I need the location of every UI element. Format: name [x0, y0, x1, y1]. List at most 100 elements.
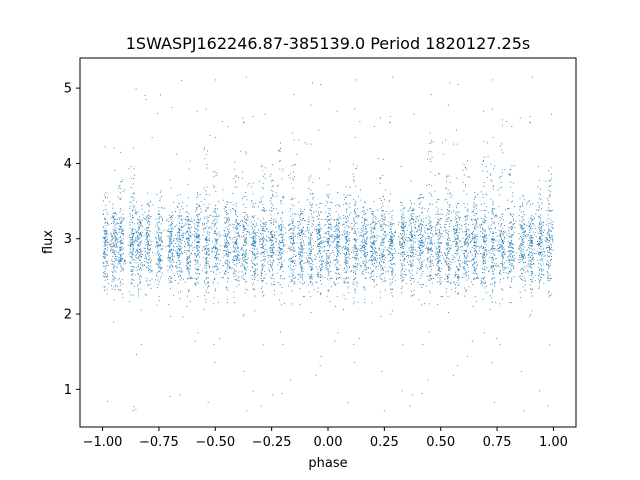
data-point: [408, 264, 410, 266]
data-point: [130, 270, 132, 272]
data-point: [251, 215, 253, 217]
data-point: [130, 166, 132, 167]
data-point: [226, 217, 228, 219]
data-point: [335, 211, 337, 213]
data-point: [411, 264, 413, 266]
data-point: [106, 273, 108, 275]
data-point: [216, 214, 217, 216]
data-point: [177, 253, 179, 255]
data-point: [277, 150, 279, 152]
data-point: [106, 241, 108, 243]
data-point: [371, 233, 373, 234]
data-point: [227, 235, 229, 237]
data-point: [223, 208, 225, 210]
data-point: [336, 238, 338, 240]
data-point: [227, 218, 229, 220]
data-point: [140, 268, 142, 269]
data-point: [206, 267, 207, 269]
data-point: [255, 258, 257, 259]
data-point: [380, 250, 382, 252]
data-point: [393, 257, 395, 258]
data-point: [247, 257, 249, 259]
data-point: [301, 268, 303, 270]
data-point: [260, 260, 262, 262]
data-point: [300, 255, 302, 257]
data-point: [411, 245, 412, 247]
data-point: [372, 248, 374, 250]
data-point: [415, 226, 417, 228]
data-point: [258, 253, 260, 254]
data-point: [279, 257, 281, 258]
data-point: [344, 249, 346, 250]
data-point: [160, 233, 162, 235]
data-point: [280, 267, 282, 268]
data-point: [270, 232, 271, 233]
data-point: [328, 231, 329, 233]
data-point: [188, 255, 190, 257]
data-point: [391, 274, 393, 276]
data-point: [215, 212, 217, 214]
data-point: [280, 201, 282, 203]
data-point: [301, 231, 303, 233]
data-point: [232, 262, 234, 263]
data-point: [374, 253, 376, 255]
data-point: [364, 266, 366, 268]
data-point: [196, 236, 198, 238]
data-point: [389, 266, 391, 268]
data-point: [203, 249, 205, 251]
data-point: [385, 257, 386, 259]
data-point: [197, 254, 199, 256]
data-point: [308, 242, 309, 244]
data-point: [339, 231, 340, 232]
data-point: [205, 254, 207, 255]
data-point: [391, 255, 393, 256]
data-point: [133, 285, 135, 287]
data-point: [197, 235, 199, 237]
data-point: [373, 227, 374, 229]
data-point: [401, 270, 403, 271]
data-point: [339, 223, 340, 225]
data-point: [328, 273, 329, 275]
data-point: [308, 221, 310, 222]
data-point: [170, 277, 171, 279]
data-point: [235, 255, 237, 257]
data-point: [229, 238, 231, 240]
data-point: [377, 265, 379, 267]
data-point: [133, 167, 135, 169]
data-point: [298, 228, 300, 230]
data-point: [180, 267, 182, 269]
data-point: [374, 243, 375, 245]
data-point: [203, 231, 205, 233]
data-point: [129, 251, 131, 253]
data-point: [197, 332, 199, 334]
data-point: [119, 249, 121, 251]
data-point: [146, 219, 148, 221]
data-point: [140, 252, 142, 254]
data-point: [148, 250, 150, 251]
data-point: [320, 203, 322, 204]
data-point: [294, 281, 296, 283]
data-point: [218, 216, 220, 218]
data-point: [176, 224, 178, 226]
data-point: [328, 255, 329, 257]
data-point: [382, 210, 383, 212]
data-point: [295, 256, 296, 257]
data-point: [226, 237, 227, 239]
data-point: [353, 344, 355, 345]
data-point: [283, 244, 285, 245]
data-point: [322, 263, 324, 265]
data-point: [203, 257, 204, 258]
data-point: [381, 229, 383, 231]
data-point: [293, 241, 295, 243]
data-point: [280, 257, 282, 259]
data-point: [270, 214, 272, 216]
data-point: [200, 208, 202, 210]
data-point: [219, 338, 220, 339]
data-point: [227, 289, 229, 291]
data-point: [129, 301, 130, 302]
data-point: [373, 242, 374, 244]
data-point: [188, 262, 190, 263]
data-point: [139, 248, 141, 250]
data-point: [262, 290, 264, 292]
